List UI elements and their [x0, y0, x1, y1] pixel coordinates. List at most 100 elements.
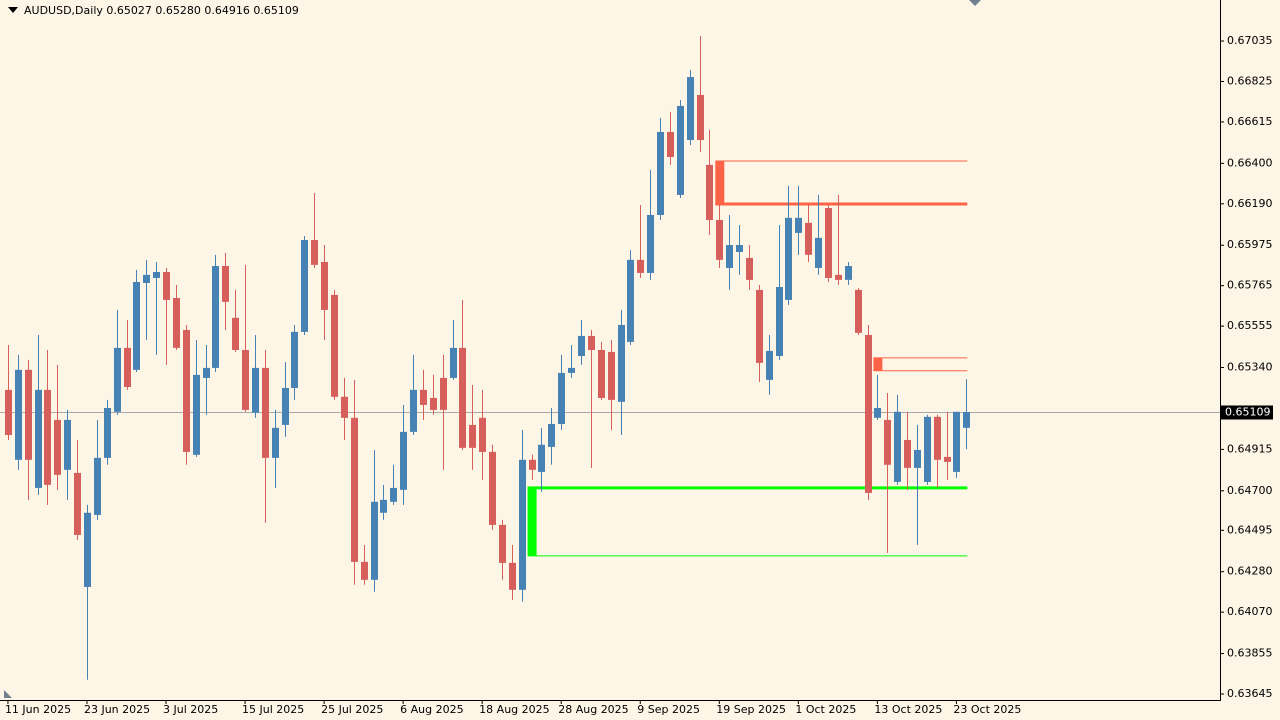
- candle-body: [35, 389, 42, 488]
- shift-marker[interactable]: [969, 0, 981, 6]
- candle-body: [44, 389, 51, 485]
- candle-body: [124, 347, 131, 387]
- candle-body: [400, 431, 407, 490]
- candle-body: [380, 499, 387, 513]
- menu-arrow[interactable]: [8, 7, 18, 13]
- x-tick-label: 28 Aug 2025: [558, 703, 628, 716]
- candle-body: [519, 459, 526, 590]
- candle-body: [54, 419, 61, 475]
- candle-body: [598, 350, 605, 398]
- candle-body: [489, 451, 496, 525]
- candle-body: [173, 297, 180, 348]
- y-tick-label: 0.65555: [1227, 319, 1273, 332]
- candle-body: [687, 77, 694, 141]
- candle-body: [855, 289, 862, 333]
- x-tick-label: 19 Sep 2025: [716, 703, 786, 716]
- candle-body: [637, 259, 644, 273]
- candle-body: [163, 271, 170, 300]
- current-price-box: [1221, 405, 1273, 420]
- candle-body: [588, 335, 595, 350]
- candle-body: [74, 472, 81, 535]
- candle-body: [104, 407, 111, 458]
- y-tick-label: 0.64280: [1227, 565, 1273, 578]
- candle-body: [410, 389, 417, 432]
- candle-body: [647, 214, 654, 273]
- candle-body: [469, 424, 476, 448]
- y-tick-label: 0.63645: [1227, 687, 1273, 700]
- candle-body: [568, 367, 575, 373]
- candle-body: [153, 271, 160, 278]
- x-tick-label: 3 Jul 2025: [163, 703, 218, 716]
- candle-body: [15, 369, 22, 460]
- x-tick-label: 25 Jul 2025: [321, 703, 383, 716]
- candle-body: [529, 459, 536, 470]
- candle-body: [291, 331, 298, 388]
- candle-body: [716, 219, 723, 260]
- candle-body: [825, 208, 832, 278]
- x-tick-label: 18 Aug 2025: [479, 703, 549, 716]
- candle-body: [934, 416, 941, 460]
- candle-body: [608, 351, 615, 400]
- candle-body: [953, 411, 960, 472]
- candle-body: [321, 261, 328, 310]
- y-tick-label: 0.64070: [1227, 605, 1273, 618]
- candle-body: [440, 377, 447, 410]
- candle-body: [667, 131, 674, 157]
- candle-body: [25, 369, 32, 460]
- candle-body: [766, 350, 773, 380]
- y-tick-label: 0.63855: [1227, 647, 1273, 660]
- candle-body: [795, 217, 802, 233]
- candle-body: [785, 217, 792, 300]
- candle-body: [884, 419, 891, 465]
- candle-body: [756, 289, 763, 363]
- candle-body: [776, 287, 783, 356]
- candle-body: [815, 237, 822, 268]
- candle-body: [963, 412, 970, 428]
- candle-body: [450, 347, 457, 378]
- candle-body: [627, 259, 634, 342]
- candle-body: [84, 512, 91, 587]
- x-tick-label: 15 Jul 2025: [242, 703, 304, 716]
- zone-anchor: [715, 161, 725, 204]
- x-tick-label: 23 Jun 2025: [84, 703, 150, 716]
- candle-body: [262, 367, 269, 458]
- y-tick-label: 0.65975: [1227, 238, 1273, 251]
- candle-body: [578, 335, 585, 356]
- candle-body: [222, 266, 229, 302]
- candle-body: [212, 266, 219, 368]
- x-tick-label: 1 Oct 2025: [795, 703, 856, 716]
- candle-body: [657, 131, 664, 215]
- candle-body: [944, 456, 951, 462]
- candle-body: [865, 334, 872, 493]
- candle-body: [341, 396, 348, 418]
- candle-body: [193, 374, 200, 455]
- candle-body: [726, 245, 733, 268]
- candle-body: [499, 524, 506, 563]
- candle-body: [114, 347, 121, 412]
- scroll-marker: [4, 690, 12, 698]
- candle-body: [351, 417, 358, 562]
- current-price-label: 0.65109: [1225, 406, 1271, 419]
- y-tick-label: 0.65340: [1227, 361, 1273, 374]
- candle-body: [697, 94, 704, 141]
- candle-body: [282, 387, 289, 425]
- y-tick-label: 0.66190: [1227, 197, 1273, 210]
- candle-body: [252, 367, 259, 413]
- candle-body: [746, 257, 753, 280]
- zone-anchor: [873, 357, 883, 371]
- candle-body: [904, 439, 911, 468]
- x-tick-label: 11 Jun 2025: [5, 703, 71, 716]
- y-tick-label: 0.66615: [1227, 115, 1273, 128]
- candle-body: [894, 411, 901, 482]
- candle-body: [736, 245, 743, 252]
- y-tick-label: 0.67035: [1227, 34, 1273, 47]
- candle-body: [361, 561, 368, 580]
- candle-body: [390, 487, 397, 502]
- y-tick-label: 0.64915: [1227, 442, 1273, 455]
- candle-body: [618, 324, 625, 402]
- candle-body: [459, 347, 466, 448]
- candle-body: [914, 449, 921, 468]
- candle-body: [479, 417, 486, 452]
- candle-body: [874, 407, 881, 418]
